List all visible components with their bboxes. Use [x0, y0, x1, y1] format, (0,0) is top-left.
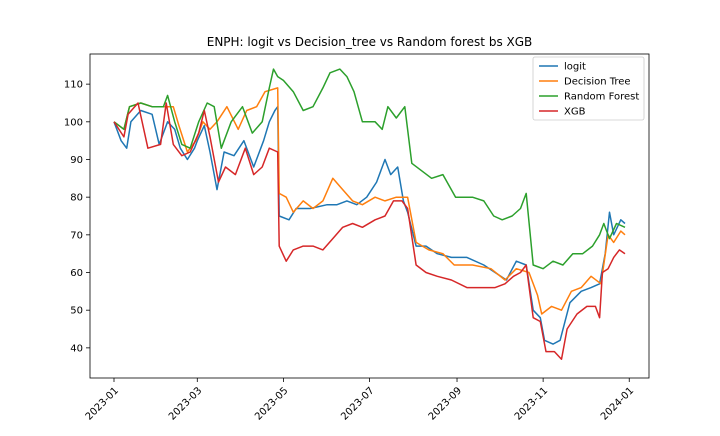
series-line-random-forest	[113, 68, 626, 270]
y-tick-label: 40	[70, 343, 83, 354]
legend-label: XGB	[564, 107, 586, 118]
y-tick-label: 110	[64, 80, 83, 91]
series-layer	[113, 68, 626, 360]
y-tick-label: 80	[70, 193, 83, 204]
legend-box	[532, 56, 645, 121]
legend-label: Decision Tree	[564, 77, 631, 88]
y-tick-label: 90	[70, 155, 83, 166]
chart-title: ENPH: logit vs Decision_tree vs Random f…	[207, 35, 533, 49]
legend-label: Random Forest	[564, 92, 639, 103]
legend-label: logit	[564, 62, 586, 73]
y-tick-label: 100	[64, 117, 83, 128]
y-tick-label: 70	[70, 230, 83, 241]
y-tick-label: 50	[70, 306, 83, 317]
series-line-xgb	[113, 102, 626, 360]
y-axis: 40 50 60 70 80 90 100 110	[64, 80, 90, 354]
y-tick-label: 60	[70, 268, 83, 279]
legend: logit Decision Tree Random Forest XGB	[532, 56, 645, 121]
series-line-logit	[113, 105, 626, 345]
